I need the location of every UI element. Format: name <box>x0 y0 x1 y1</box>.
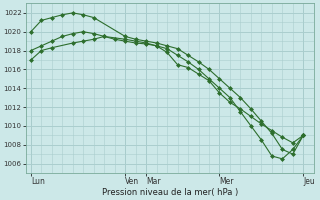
X-axis label: Pression niveau de la mer( hPa ): Pression niveau de la mer( hPa ) <box>101 188 238 197</box>
